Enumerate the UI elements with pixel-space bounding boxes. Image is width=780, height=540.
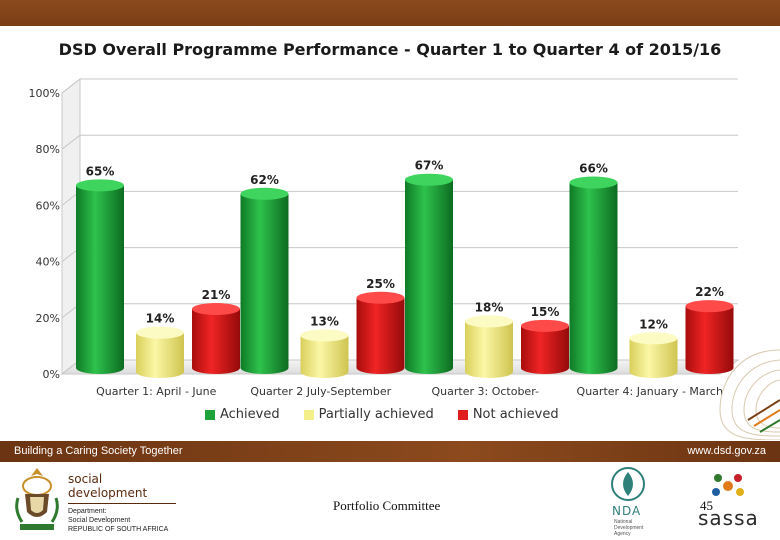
bar-partially-achieved-body xyxy=(629,338,678,378)
legend-label-partial: Partially achieved xyxy=(318,407,434,422)
y-tick-label: 100% xyxy=(29,87,60,100)
bar-not-achieved-body xyxy=(356,297,405,374)
data-label: 62% xyxy=(250,173,279,187)
bar-not-achieved-top xyxy=(192,302,240,315)
bar-achieved-top xyxy=(76,179,124,192)
axis-layer: 0% 20% 40% 60% 80% 100% Quarter 1: April - Jun… xyxy=(29,87,723,400)
bar-partially-achieved-top xyxy=(465,315,513,328)
data-label: 15% xyxy=(531,305,560,319)
gridline-depth xyxy=(61,78,81,94)
legend: Achieved Partially achieved Not achieved xyxy=(205,407,559,422)
sassa-mark-icon xyxy=(712,474,744,496)
x-tick-label: Quarter 3: October- xyxy=(432,385,540,398)
y-tick-label: 40% xyxy=(36,256,60,269)
chart-title: DSD Overall Programme Performance - Quar… xyxy=(58,40,722,59)
legend-swatch-partial xyxy=(303,409,314,420)
x-tick-label: 2015/16 xyxy=(627,399,673,400)
top-band xyxy=(0,0,780,26)
bar-achieved-body xyxy=(569,182,618,374)
data-label: 25% xyxy=(366,277,395,291)
bar-partially-achieved-top xyxy=(629,332,678,345)
y-tick-label: 0% xyxy=(43,368,60,381)
bar-partially-achieved xyxy=(136,326,184,378)
page-number: 45 xyxy=(700,498,713,513)
y-tick-label: 60% xyxy=(36,199,60,212)
x-tick-label: December 2015/16 xyxy=(432,399,538,400)
bar-not-achieved-body xyxy=(685,306,734,374)
bar-achieved-body xyxy=(405,179,453,374)
brand-block: social development Department: Social De… xyxy=(68,472,176,534)
sassa-logo-text: sassa xyxy=(698,506,759,530)
bar-achieved-top xyxy=(569,176,618,189)
label-layer: 65% 14% 21% 62% 13% 25% 67% 18% 15% 66% 12% 22% xyxy=(86,159,724,332)
decorative-swirl-icon xyxy=(719,349,780,440)
legend-label-achieved: Achieved xyxy=(220,407,280,422)
y-tick-label: 80% xyxy=(36,143,60,156)
dept-line-3: REPUBLIC OF SOUTH AFRICA xyxy=(68,526,169,533)
legend-swatch-not-achieved xyxy=(457,409,468,420)
data-label: 21% xyxy=(202,288,231,302)
bar-partially-achieved-top xyxy=(300,329,349,342)
bar-partially-achieved xyxy=(300,329,349,378)
bar-layer xyxy=(76,173,734,378)
coat-of-arms-icon xyxy=(15,468,59,530)
bar-achieved xyxy=(76,179,124,374)
nda-subtitle: National Development Agency xyxy=(614,519,644,537)
data-label: 18% xyxy=(475,300,504,314)
bar-partially-achieved-top xyxy=(136,326,184,339)
legend-item-not-achieved: Not achieved xyxy=(457,407,559,422)
tagline-bar: Building a Caring Society Together www.d… xyxy=(0,441,780,462)
bar-partially-achieved xyxy=(465,315,513,378)
website-link[interactable]: www.dsd.gov.za xyxy=(687,445,766,457)
bar-achieved-body xyxy=(76,185,124,374)
dept-line-1: Department: xyxy=(68,508,107,515)
footer: social development Department: Social De… xyxy=(0,462,780,540)
data-label: 65% xyxy=(86,164,115,178)
x-tick-label: Quarter 2 July-September xyxy=(250,385,391,398)
data-label: 66% xyxy=(579,162,608,176)
data-label: 67% xyxy=(415,159,444,173)
bar-not-achieved-top xyxy=(685,300,734,313)
brand-name: social development xyxy=(68,472,176,504)
bar-not-achieved-top xyxy=(521,319,569,332)
bar-not-achieved xyxy=(685,300,734,374)
x-tick-label: Quarter 4: January - March xyxy=(577,385,723,398)
bar-achieved-top xyxy=(405,173,453,186)
bar-achieved xyxy=(240,187,289,374)
data-label: 13% xyxy=(310,314,339,328)
bar-not-achieved xyxy=(521,319,569,374)
bar-partially-achieved xyxy=(629,332,678,378)
bar-achieved-top xyxy=(240,187,289,200)
bar-not-achieved xyxy=(192,302,240,374)
gridline-depth xyxy=(61,134,81,150)
x-tick-label: 2015/16 xyxy=(133,399,179,400)
bar-not-achieved xyxy=(356,291,405,374)
legend-swatch-achieved xyxy=(205,409,215,420)
legend-item-achieved: Achieved xyxy=(205,407,280,422)
tagline-text: Building a Caring Society Together xyxy=(14,445,183,457)
bar-chart: 0% 20% 40% 60% 80% 100% Quarter 1: April - Jun… xyxy=(29,77,740,400)
data-label: 14% xyxy=(146,312,175,326)
nda-logo-text: NDA xyxy=(612,504,642,518)
data-label: 12% xyxy=(639,317,668,331)
bar-partially-achieved-body xyxy=(300,335,349,378)
legend-item-partial: Partially achieved xyxy=(303,407,434,422)
y-tick-label: 20% xyxy=(36,312,60,325)
bar-achieved xyxy=(569,176,618,374)
bar-not-achieved-body xyxy=(521,325,569,374)
bar-partially-achieved-body xyxy=(465,321,513,378)
x-tick-label: Quarter 1: April - June xyxy=(96,385,216,398)
nda-logo-icon xyxy=(611,467,645,501)
bar-not-achieved-body xyxy=(192,308,240,374)
bar-achieved-body xyxy=(240,193,289,374)
legend-label-not-achieved: Not achieved xyxy=(472,407,559,422)
data-label: 22% xyxy=(695,285,724,299)
bar-achieved xyxy=(405,173,453,374)
bar-partially-achieved-body xyxy=(136,332,184,378)
dept-line-2: Social Development xyxy=(68,517,131,524)
bar-not-achieved-top xyxy=(356,291,405,304)
footer-committee: Portfolio Committee xyxy=(333,498,441,513)
